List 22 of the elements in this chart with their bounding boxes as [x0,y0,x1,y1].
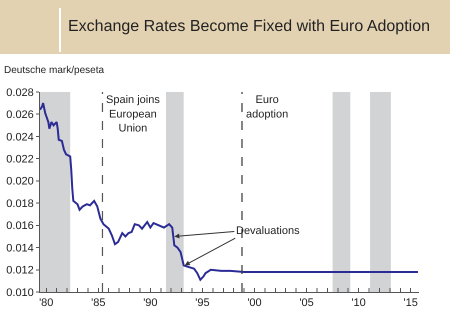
y-tick-label: 0.026 [6,109,34,122]
y-axis-title: Deutsche mark/peseta [4,65,104,76]
chart-title: Exchange Rates Become Fixed with Euro Adoption [68,18,430,36]
y-tick-label: 0.020 [6,176,34,188]
ref-line-label: Euro adoption [246,94,288,120]
x-tick-label: '85 [91,297,106,310]
x-tick-label: '05 [299,297,314,310]
y-tick-label: 0.028 [6,86,34,99]
y-tick-label: 0.010 [6,286,34,299]
x-tick-label: '90 [143,297,158,310]
y-tick-label: 0.016 [6,220,34,232]
x-tick-label: '95 [195,297,210,310]
y-tick-label: 0.018 [6,198,34,210]
y-tick-label: 0.022 [6,154,34,166]
x-tick-label: '00 [247,297,262,310]
x-tick-label: '10 [351,297,366,310]
y-tick-label: 0.012 [6,264,34,277]
x-tick-label: '80 [39,297,54,310]
ref-line-label: Spain joins European Union [106,94,160,135]
y-tick-label: 0.024 [6,131,34,144]
x-tick-label: '15 [404,297,418,310]
y-tick-label: 0.014 [6,242,34,254]
